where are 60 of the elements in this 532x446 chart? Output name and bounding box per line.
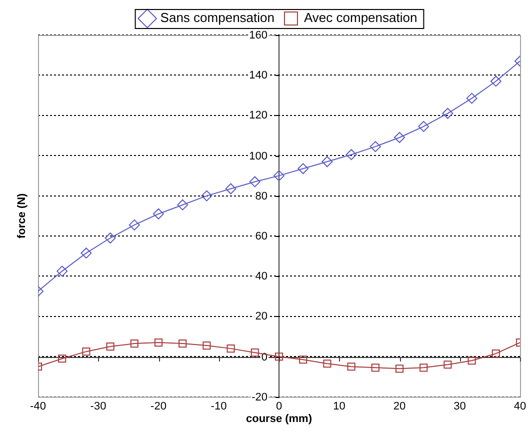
- y-tick-label: 20: [255, 310, 268, 323]
- y-tick-label: 120: [249, 110, 268, 122]
- point: [492, 350, 500, 358]
- x-tick-label: 30: [454, 400, 466, 412]
- point: [323, 360, 332, 368]
- legend-label: Sans compensation: [160, 10, 274, 26]
- point: [347, 362, 356, 371]
- point: [58, 354, 66, 363]
- x-tick-label: 0: [276, 400, 282, 412]
- legend-label: Avec compensation: [304, 10, 418, 26]
- point: [80, 248, 92, 259]
- point: [322, 156, 333, 168]
- y-tick-label: 140: [249, 70, 268, 82]
- point: [442, 108, 454, 119]
- point: [444, 360, 452, 369]
- y-axis-title: force (N): [16, 192, 28, 239]
- point: [225, 183, 236, 194]
- point: [250, 348, 259, 357]
- x-tick-label: -40: [30, 400, 46, 412]
- point: [420, 364, 428, 372]
- y-tick-label: 60: [255, 230, 268, 243]
- point: [274, 352, 284, 361]
- point: [370, 141, 381, 152]
- point: [153, 208, 164, 220]
- y-tick-label: 100: [249, 150, 268, 163]
- point: [418, 120, 430, 132]
- point: [130, 340, 138, 348]
- point: [154, 338, 163, 347]
- point: [346, 149, 357, 160]
- point: [298, 163, 309, 174]
- point: [468, 356, 476, 365]
- y-tick-label: 80: [255, 190, 268, 203]
- y-tick-label: 40: [255, 270, 268, 283]
- point: [371, 364, 380, 372]
- x-tick-label: 10: [333, 400, 346, 412]
- point: [177, 199, 188, 210]
- x-axis-title: course (mm): [246, 412, 312, 425]
- x-tick-label: 20: [393, 400, 406, 412]
- x-tick-label: 40: [514, 400, 526, 412]
- point: [56, 266, 68, 277]
- point: [395, 364, 404, 373]
- point: [201, 190, 212, 202]
- y-tick-label: 160: [249, 30, 268, 42]
- point: [106, 342, 114, 351]
- point: [82, 348, 90, 356]
- point: [394, 132, 405, 144]
- point: [490, 76, 502, 87]
- point: [104, 232, 116, 244]
- x-tick-label: -30: [90, 400, 106, 412]
- point: [249, 176, 260, 188]
- point: [178, 340, 187, 348]
- point: [466, 92, 478, 104]
- y-tick-label: -20: [252, 392, 268, 404]
- point: [202, 342, 211, 350]
- point: [226, 344, 235, 353]
- x-tick-label: -20: [150, 400, 166, 412]
- point: [128, 219, 140, 230]
- point: [274, 170, 284, 182]
- point: [299, 356, 308, 364]
- x-tick-label: -10: [210, 400, 227, 412]
